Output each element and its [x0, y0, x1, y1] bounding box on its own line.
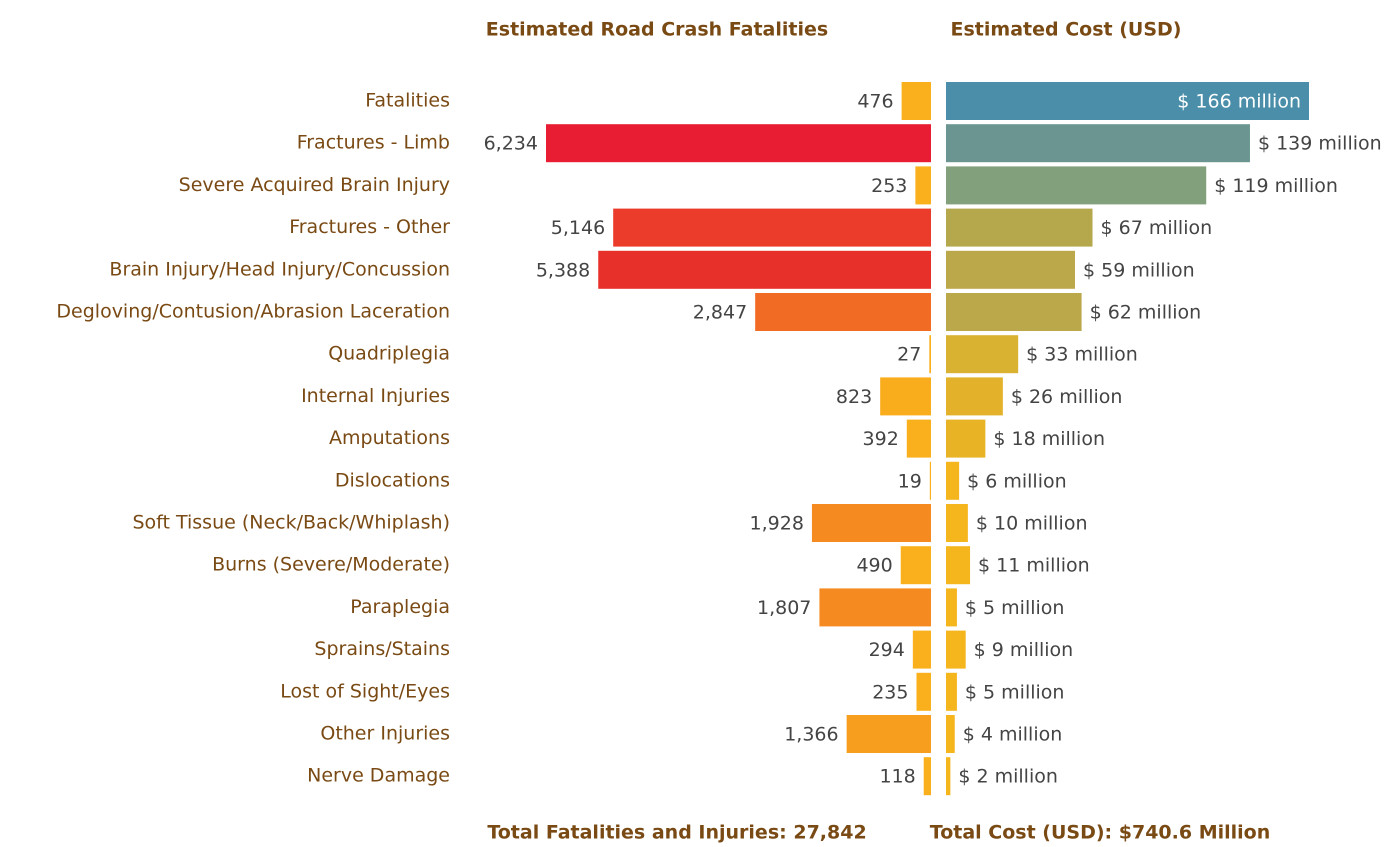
category-label: Nerve Damage — [307, 765, 450, 787]
right-title: Estimated Cost (USD) — [951, 19, 1182, 41]
value-label: $ 119 million — [1214, 175, 1338, 197]
bar — [819, 588, 931, 627]
bar — [946, 377, 1003, 416]
value-label: 476 — [857, 91, 893, 113]
bar — [946, 166, 1207, 205]
value-label: 118 — [879, 766, 915, 788]
bar — [946, 208, 1093, 247]
value-label: 823 — [836, 386, 872, 408]
value-label: 2,847 — [693, 302, 747, 324]
value-label: 1,807 — [757, 597, 811, 619]
bar — [946, 124, 1250, 163]
category-label: Sprains/Stains — [314, 638, 450, 660]
bar — [946, 461, 960, 500]
bar — [946, 715, 955, 753]
bar — [755, 293, 931, 331]
category-label: Severe Acquired Brain Injury — [179, 174, 450, 196]
category-label: Internal Injuries — [301, 385, 450, 407]
category-label: Amputations — [329, 427, 450, 449]
value-label: 5,146 — [551, 217, 605, 239]
value-label: $ 11 million — [978, 555, 1090, 577]
category-label: Burns (Severe/Moderate) — [212, 554, 450, 576]
value-label: 392 — [863, 428, 899, 450]
value-label: $ 62 million — [1090, 302, 1202, 324]
value-label: $ 2 million — [958, 766, 1058, 788]
bar — [946, 546, 971, 585]
bar — [946, 757, 951, 796]
bar — [946, 588, 957, 627]
category-label: Quadriplegia — [328, 343, 450, 365]
bar — [946, 672, 957, 711]
bar — [901, 82, 931, 120]
value-label: $ 9 million — [974, 639, 1074, 661]
value-label: 253 — [871, 175, 907, 197]
left-title: Estimated Road Crash Fatalities — [486, 19, 828, 41]
category-label: Lost of Sight/Eyes — [280, 680, 450, 702]
bar — [915, 166, 931, 205]
value-label: $ 10 million — [976, 513, 1088, 535]
bar — [880, 377, 931, 416]
bar — [946, 82, 1309, 120]
bar — [929, 461, 931, 500]
category-label: Fatalities — [365, 90, 450, 112]
bar — [916, 672, 931, 711]
bar — [946, 504, 968, 542]
value-label: 5,388 — [536, 259, 590, 281]
value-label: $ 33 million — [1026, 344, 1138, 366]
value-label: $ 67 million — [1101, 217, 1213, 239]
bar — [912, 630, 931, 669]
bar — [811, 504, 931, 542]
bar — [546, 124, 931, 163]
bar — [946, 250, 1076, 289]
bar — [906, 419, 931, 458]
bar — [946, 630, 966, 669]
category-label: Soft Tissue (Neck/Back/Whiplash) — [132, 512, 450, 534]
value-label: 1,928 — [750, 513, 804, 535]
bar — [946, 419, 986, 458]
bar — [946, 335, 1019, 374]
value-label: $ 4 million — [963, 724, 1063, 746]
value-label: 27 — [897, 344, 921, 366]
category-label: Dislocations — [335, 469, 450, 491]
category-label: Degloving/Contusion/Abrasion Laceration — [56, 301, 450, 323]
value-label: $ 139 million — [1258, 133, 1382, 155]
bar — [946, 293, 1082, 331]
value-label: 19 — [898, 470, 922, 492]
bar — [846, 715, 931, 753]
category-label: Paraplegia — [350, 596, 450, 618]
right-total: Total Cost (USD): $740.6 Million — [930, 822, 1270, 844]
value-label: $ 59 million — [1083, 259, 1195, 281]
bar — [929, 335, 931, 374]
value-label: 490 — [856, 555, 892, 577]
left-total: Total Fatalities and Injuries: 27,842 — [487, 822, 866, 844]
value-label: $ 6 million — [967, 470, 1067, 492]
value-label: 235 — [872, 681, 908, 703]
value-label: 6,234 — [484, 133, 538, 155]
value-label: 294 — [869, 639, 905, 661]
value-label: $ 5 million — [965, 597, 1065, 619]
bar — [598, 250, 931, 289]
value-label: $ 5 million — [965, 681, 1065, 703]
bar — [613, 208, 931, 247]
value-label: $ 26 million — [1011, 386, 1123, 408]
bar — [923, 757, 931, 796]
bar — [900, 546, 931, 585]
value-label: 1,366 — [784, 724, 838, 746]
category-label: Other Injuries — [320, 723, 450, 745]
category-label: Fractures - Limb — [297, 132, 450, 154]
value-label: $ 166 million — [1177, 91, 1301, 113]
category-label: Brain Injury/Head Injury/Concussion — [109, 258, 450, 280]
category-label: Fractures - Other — [289, 216, 450, 238]
value-label: $ 18 million — [993, 428, 1105, 450]
